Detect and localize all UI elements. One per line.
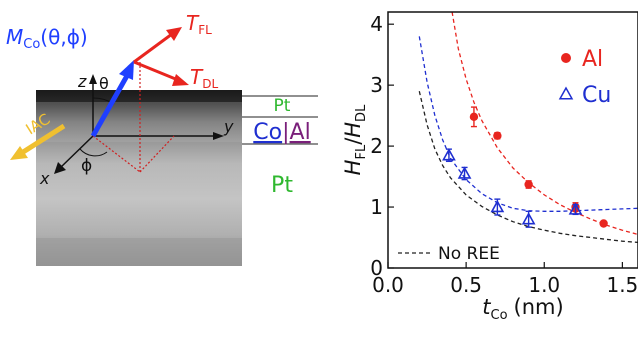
current-arrow-head <box>10 146 28 160</box>
tdl-arrow-line <box>133 60 179 82</box>
fit-curve-no-ree <box>418 91 638 244</box>
axis-x-label: x <box>39 169 50 188</box>
data-point-al-2 <box>493 131 502 140</box>
axis-x-line <box>59 135 94 169</box>
tfl-arrow-head <box>166 27 182 41</box>
tdl-arrow-head <box>172 74 189 86</box>
annotation-label-no-ree: No REE <box>438 244 500 264</box>
data-point-cu-3 <box>490 199 505 213</box>
schematic-panel: Pt Co|Al Pt z y x IAC θ ϕ <box>6 11 318 266</box>
axis-x-arrow <box>54 162 66 174</box>
chart-points <box>442 106 608 228</box>
current-arrow-line <box>18 123 66 157</box>
chart-ticks: 0.0 0.5 1.0 1.5 0 1 2 3 4 <box>370 12 638 297</box>
data-point-cu-5 <box>568 202 583 215</box>
theta-label: θ <box>99 74 109 93</box>
axis-y-label: y <box>223 117 234 136</box>
y-tick-label-4: 4 <box>370 12 383 36</box>
legend-marker-cu <box>558 86 574 100</box>
data-point-cu-1 <box>442 148 456 161</box>
tdl-label: TDL <box>190 65 218 91</box>
y-tick-label-1: 1 <box>370 195 383 219</box>
legend-label-cu: Cu <box>582 83 611 108</box>
y-axis-label: HFL/HDL <box>341 104 369 175</box>
magnetization-arrow-line <box>90 72 131 138</box>
projection-ground <box>92 135 141 173</box>
phi-arc <box>79 148 108 157</box>
axis-y-arrow <box>213 132 224 140</box>
y-tick-label-2: 2 <box>370 134 383 158</box>
axis-z-arrow <box>89 74 97 84</box>
x-axis-label: tCo (nm) <box>482 295 563 323</box>
tfl-label: TFL <box>186 11 212 37</box>
x-tick-label-3: 1.5 <box>606 273 638 297</box>
legend-marker-al <box>561 53 571 63</box>
layer-label-co: Co <box>253 120 282 145</box>
layer-label-al: Al <box>290 120 311 145</box>
chart-fits <box>418 12 638 244</box>
magnetization-label: MCo(θ,ϕ) <box>6 25 88 52</box>
x-tick-label-2: 1.0 <box>528 273 560 297</box>
layer-label-top-pt: Pt <box>274 96 291 116</box>
fit-curve-al <box>451 12 638 236</box>
tfl-arrow-line <box>133 32 173 64</box>
phi-label: ϕ <box>81 156 92 176</box>
magnetization-arrow-head <box>119 60 134 80</box>
x-tick-label-1: 0.5 <box>450 273 482 297</box>
layer-label-co-al: Co|Al <box>253 120 310 145</box>
data-point-al-5 <box>599 219 608 228</box>
data-point-cu-4 <box>521 212 536 225</box>
data-point-al-1 <box>469 112 479 122</box>
axis-z-label: z <box>77 72 87 91</box>
x-tick-label-0: 0.0 <box>372 273 404 297</box>
projection-y <box>139 135 175 173</box>
y-tick-label-3: 3 <box>370 73 383 97</box>
data-point-cu-2 <box>457 166 472 179</box>
tem-lower-band <box>36 238 242 266</box>
chart-legend: Al Cu No REE <box>398 47 611 264</box>
layer-label-sep: | <box>282 120 289 145</box>
chart-panel: 0.0 0.5 1.0 1.5 0 1 2 3 4 Al Cu No REE tCo (nm) HFL… <box>341 11 638 323</box>
plot-frame <box>387 11 638 269</box>
y-tick-label-0: 0 <box>370 256 383 280</box>
legend-label-al: Al <box>582 47 603 72</box>
data-point-al-3 <box>524 180 533 189</box>
layer-label-bottom-pt: Pt <box>271 173 293 198</box>
